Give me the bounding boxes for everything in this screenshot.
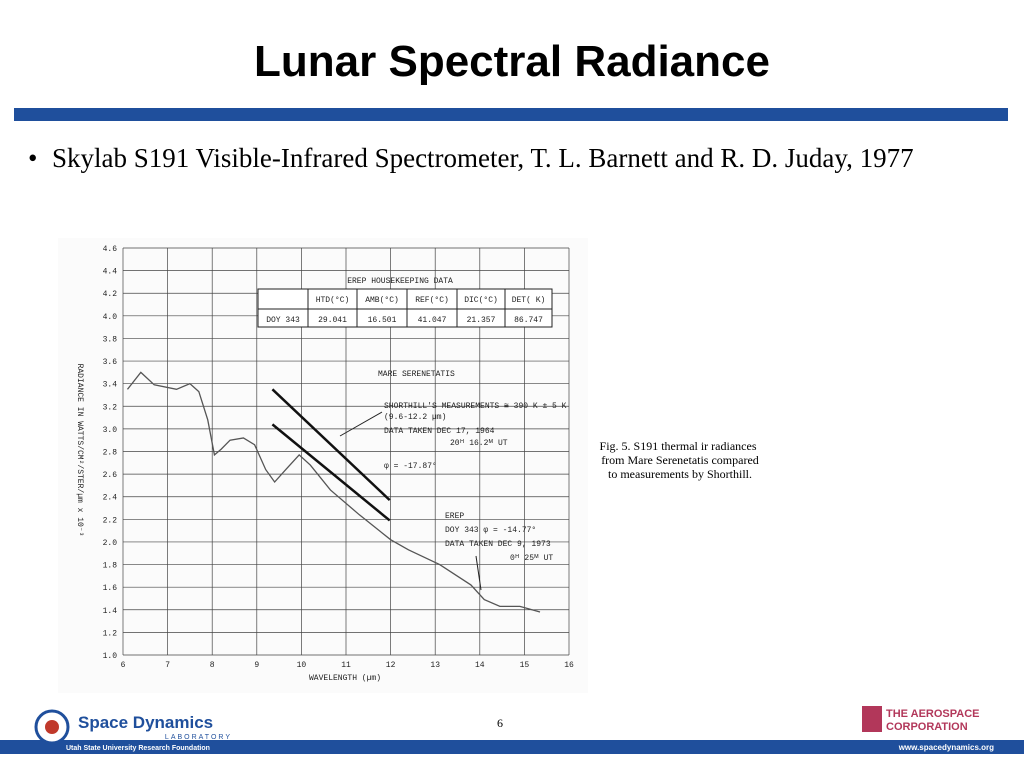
y-tick-label: 2.8 — [103, 449, 118, 458]
y-tick-label: 3.8 — [103, 335, 118, 344]
annotation: (9.6-12.2 µm) — [384, 413, 446, 422]
annotation: MARE SERENETATIS — [378, 370, 455, 379]
y-tick-label: 3.4 — [103, 381, 118, 390]
pointer — [475, 555, 482, 591]
annotation: 0ᴴ 25ᴹ UT — [510, 554, 553, 563]
bullet-text: Skylab S191 Visible-Infrared Spectromete… — [52, 143, 914, 173]
y-tick-label: 3.2 — [103, 403, 118, 412]
annotation: EREP — [445, 512, 464, 521]
table-header: HTD(°C) — [316, 296, 350, 305]
pointer — [339, 411, 383, 437]
y-tick-label: 1.6 — [103, 584, 118, 593]
series-line — [126, 371, 541, 613]
annotation: DATA TAKEN DEC 17, 1964 — [384, 427, 495, 436]
series-line — [271, 388, 391, 502]
annotation: 20ᴴ 16.2ᴹ UT — [450, 439, 508, 448]
url: www.spacedynamics.org — [898, 743, 994, 752]
y-tick-label: 2.0 — [103, 539, 118, 548]
y-tick-label: 1.8 — [103, 562, 118, 571]
sdl-sub: LABORATORY — [165, 734, 232, 741]
annotation: DOY 343 φ = -14.77° — [445, 526, 536, 535]
y-tick-label: 3.0 — [103, 426, 118, 435]
y-tick-label: 4.2 — [103, 290, 118, 299]
page-number: 6 — [497, 716, 503, 730]
y-tick-label: 4.0 — [103, 313, 118, 322]
series-line — [271, 423, 391, 522]
table-cell: 21.357 — [467, 316, 496, 325]
x-tick-label: 13 — [430, 661, 440, 670]
x-tick-label: 8 — [210, 661, 215, 670]
x-tick-label: 11 — [341, 661, 351, 670]
caption-line: Fig. 5. S191 thermal ir radiances — [600, 439, 757, 453]
table-header: REF(°C) — [415, 296, 449, 305]
x-tick-label: 12 — [386, 661, 396, 670]
y-tick-label: 3.6 — [103, 358, 118, 367]
bullet-box: Skylab S191 Visible-Infrared Spectromete… — [52, 143, 914, 173]
title-bar — [14, 108, 1008, 121]
table-cell: 16.501 — [368, 316, 397, 325]
y-tick-label: 2.2 — [103, 516, 118, 525]
y-tick-label: 2.4 — [103, 494, 118, 503]
annotation: SHORTHILL'S MEASUREMENTS ≅ 390 K ± 5 K — [384, 402, 567, 411]
y-tick-label: 1.2 — [103, 629, 118, 638]
sdl-logo-core — [45, 720, 59, 734]
table-header: DET( K) — [512, 296, 546, 305]
x-tick-label: 16 — [564, 661, 574, 670]
x-tick-label: 14 — [475, 661, 485, 670]
table-cell: 86.747 — [514, 316, 543, 325]
y-axis-label: RADIANCE IN WATTS/CM²/STER/µm x 10⁻³ — [75, 364, 84, 537]
sdl-foundation: Utah State University Research Foundatio… — [66, 745, 210, 752]
aero-name: THE AEROSPACE — [886, 708, 980, 720]
table-header: DIC(°C) — [464, 296, 498, 305]
figure: RADIANCE IN WATTS/CM²/STER/µm x 10⁻³ WAV… — [58, 238, 588, 693]
y-tick-label: 2.6 — [103, 471, 118, 480]
x-tick-label: 9 — [254, 661, 259, 670]
aero-logo-mark — [862, 706, 882, 732]
x-tick-label: 7 — [165, 661, 170, 670]
slide-title: Lunar Spectral Radiance — [254, 37, 770, 86]
table-title: EREP HOUSEKEEPING DATA — [347, 277, 453, 286]
x-axis-label: WAVELENGTH (µm) — [309, 674, 381, 683]
table-cell: DOY 343 — [266, 316, 300, 325]
x-tick-label: 6 — [121, 661, 126, 670]
caption-line: from Mare Serenetatis compared — [601, 453, 759, 467]
table-cell: 41.047 — [418, 316, 447, 325]
x-tick-label: 15 — [520, 661, 530, 670]
y-tick-label: 1.0 — [103, 652, 118, 661]
sdl-name: Space Dynamics — [78, 713, 213, 732]
bullet-dot: • — [28, 143, 37, 173]
footer-bar — [0, 740, 1024, 754]
x-tick-label: 10 — [297, 661, 307, 670]
annotation: φ = -17.87° — [384, 462, 437, 471]
table-cell: 29.041 — [318, 316, 347, 325]
annotation: DATA TAKEN DEC 9, 1973 — [445, 540, 551, 549]
table-frame — [257, 288, 553, 328]
housekeeping-table: DOY 343 HTD(°C) 29.041 AMB(°C) 16.501 REF(°C)… — [257, 288, 553, 328]
table-header: AMB(°C) — [365, 296, 399, 305]
y-tick-label: 4.6 — [103, 245, 118, 254]
caption-line: to measurements by Shorthill. — [608, 467, 752, 481]
y-tick-label: 4.4 — [103, 268, 118, 277]
aero-name: CORPORATION — [886, 721, 968, 733]
y-tick-label: 1.4 — [103, 607, 118, 616]
